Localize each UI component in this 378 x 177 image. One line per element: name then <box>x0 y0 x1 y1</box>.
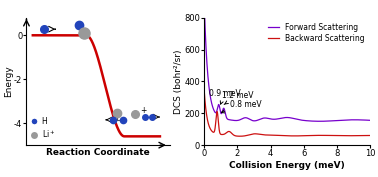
Text: 0.8 meV: 0.8 meV <box>222 100 262 113</box>
Backward Scattering <box>365 135 369 137</box>
Forward Scattering <box>317 120 322 122</box>
Backward Scattering <box>266 134 270 136</box>
X-axis label: Reaction Coordinate: Reaction Coordinate <box>46 148 150 157</box>
Text: +: + <box>140 106 147 115</box>
Backward Scattering <box>238 135 242 137</box>
Backward Scattering <box>202 88 206 91</box>
Text: 0.9 meV: 0.9 meV <box>209 89 241 104</box>
Y-axis label: Energy: Energy <box>4 65 12 97</box>
Forward Scattering <box>273 118 277 120</box>
Y-axis label: DCS (bohr²/sr): DCS (bohr²/sr) <box>174 49 183 114</box>
Backward Scattering <box>221 133 225 136</box>
Backward Scattering <box>368 134 373 136</box>
Forward Scattering <box>231 119 235 121</box>
Backward Scattering <box>347 135 352 137</box>
Forward Scattering <box>266 117 270 119</box>
Forward Scattering <box>368 119 373 121</box>
X-axis label: Collision Energy (meV): Collision Energy (meV) <box>229 161 345 170</box>
Backward Scattering <box>231 133 235 136</box>
Legend: Forward Scattering, Backward Scattering: Forward Scattering, Backward Scattering <box>266 22 367 44</box>
Forward Scattering <box>365 119 369 121</box>
Line: Forward Scattering: Forward Scattering <box>204 1 370 121</box>
Line: Backward Scattering: Backward Scattering <box>204 90 370 136</box>
Forward Scattering <box>221 108 225 110</box>
Forward Scattering <box>202 0 206 2</box>
Forward Scattering <box>347 119 352 121</box>
Legend: H, Li$^+$: H, Li$^+$ <box>30 115 57 141</box>
Backward Scattering <box>273 134 277 136</box>
Text: 1.2 meV: 1.2 meV <box>222 91 253 104</box>
